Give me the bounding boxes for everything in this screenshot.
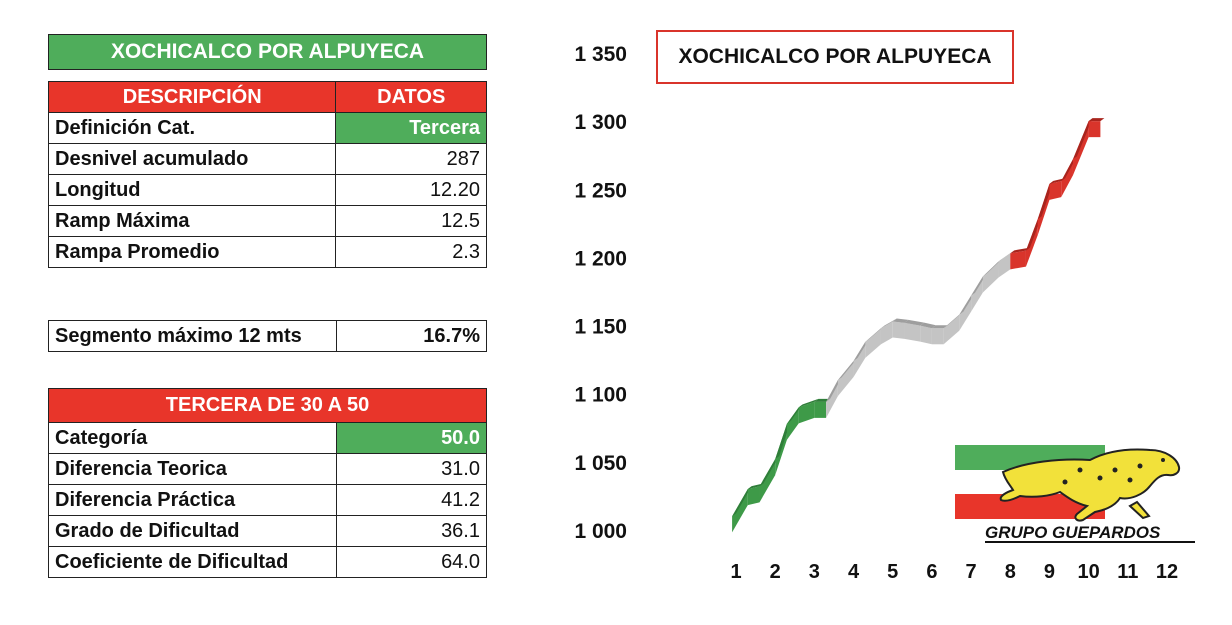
profile-segment	[837, 361, 854, 397]
profile-segment	[904, 322, 921, 342]
row-label: Desnivel acumulado	[47, 143, 337, 175]
y-tick-label: 1 150	[574, 316, 627, 339]
grupo-guepardos-logo: GRUPO GUEPARDOS	[955, 445, 1195, 543]
profile-segment-top	[732, 486, 752, 517]
y-tick-label: 1 350	[574, 43, 627, 66]
x-tick-label: 7	[966, 561, 977, 583]
x-tick-label: 3	[809, 561, 820, 583]
profile-segment	[747, 486, 760, 506]
x-tick-label: 10	[1078, 561, 1100, 583]
x-tick-label: 4	[848, 561, 860, 583]
x-tick-label: 1	[730, 561, 741, 583]
segment-table: Segmento máximo 12 mts 16.7%	[48, 320, 488, 352]
profile-segment-top	[982, 258, 1003, 277]
profile-segment	[943, 314, 960, 345]
row-value: 12.5	[335, 205, 487, 237]
row-value: 64.0	[335, 546, 488, 578]
profile-segment-top	[1049, 178, 1066, 184]
profile-segment	[814, 401, 827, 418]
profile-segment	[732, 489, 748, 533]
profile-segment	[931, 328, 944, 345]
profile-segment-top	[904, 319, 925, 326]
segment-value: 16.7%	[335, 320, 488, 352]
profile-segment-top	[798, 398, 819, 408]
y-tick-label: 1 050	[574, 452, 627, 475]
profile-segment	[1010, 250, 1026, 270]
x-axis: 1 2 3 4 5 6 7 8 9 10 11 12	[730, 561, 1178, 583]
plot-area	[732, 118, 1105, 533]
profile-segment-top	[814, 398, 831, 402]
y-tick-label: 1 250	[574, 179, 627, 202]
row-value: Tercera	[335, 112, 487, 144]
profile-segment	[959, 295, 972, 331]
profile-segment	[798, 401, 815, 424]
profile-segment	[920, 325, 932, 345]
row-value: 50.0	[335, 422, 488, 454]
y-tick-label: 1 000	[574, 520, 627, 543]
segment-label: Segmento máximo 12 mts	[48, 320, 337, 352]
x-tick-label: 11	[1117, 561, 1138, 583]
profile-segment	[998, 253, 1011, 278]
profile-segment-top	[1088, 118, 1105, 122]
datos-header: DATOS	[335, 81, 487, 113]
summary-table: DESCRIPCIÓN DATOS Definición Cat. Tercer…	[47, 81, 487, 268]
row-label: Categoría	[48, 422, 337, 454]
profile-segment-top	[931, 325, 948, 329]
y-axis: 1 000 1 050 1 100 1 150 1 200 1 250 1 300 1 350	[574, 43, 627, 543]
row-label: Definición Cat.	[47, 112, 337, 144]
page-title: XOCHICALCO POR ALPUYECA	[48, 34, 487, 70]
profile-segment-top	[943, 311, 964, 329]
chart-title: XOCHICALCO POR ALPUYECA	[656, 30, 1014, 84]
profile-segment	[759, 459, 776, 503]
row-value: 287	[335, 143, 487, 175]
profile-segment-top	[892, 318, 909, 323]
category-header: TERCERA DE 30 A 50	[48, 388, 487, 423]
profile-segment-top	[998, 250, 1015, 262]
title-table: XOCHICALCO POR ALPUYECA	[48, 34, 487, 70]
elevation-chart: 1 000 1 050 1 100 1 150 1 200 1 250 1 300 1 350…	[574, 43, 1178, 583]
row-value: 2.3	[335, 236, 487, 268]
row-label: Diferencia Teorica	[48, 453, 337, 485]
profile-segment-top	[1072, 118, 1093, 160]
x-tick-label: 9	[1044, 561, 1055, 583]
row-label: Rampa Promedio	[47, 236, 337, 268]
profile-segment	[865, 328, 881, 358]
profile-segment	[880, 321, 893, 345]
profile-segment	[982, 261, 999, 293]
profile-segment	[892, 321, 905, 339]
desc-header: DESCRIPCIÓN	[47, 81, 337, 113]
x-tick-label: 2	[770, 561, 781, 583]
x-tick-label: 5	[887, 561, 898, 583]
row-label: Coeficiente de Dificultad	[48, 546, 337, 578]
y-tick-label: 1 300	[574, 111, 627, 134]
row-label: Longitud	[47, 174, 337, 206]
profile-segment-top	[1010, 247, 1030, 254]
row-label: Ramp Máxima	[47, 205, 337, 237]
category-table: TERCERA DE 30 A 50 Categoría 50.0 Difere…	[48, 388, 488, 578]
row-value: 31.0	[335, 453, 488, 485]
profile-segment-top	[865, 325, 885, 342]
cheetah-icon	[999, 448, 1181, 522]
row-label: Grado de Dificultad	[48, 515, 337, 547]
profile-segment	[786, 407, 799, 440]
profile-segment-top	[759, 456, 780, 487]
row-value: 12.20	[335, 174, 487, 206]
y-tick-label: 1 200	[574, 247, 627, 270]
x-tick-label: 12	[1156, 561, 1178, 583]
profile-segment	[1049, 181, 1062, 200]
row-value: 36.1	[335, 515, 488, 547]
profile-segment	[853, 341, 866, 378]
x-tick-label: 8	[1005, 561, 1016, 583]
profile-segment-top	[880, 318, 897, 329]
profile-segment	[971, 276, 983, 312]
profile-segment-top	[920, 322, 936, 329]
profile-segment-top	[747, 483, 764, 490]
row-label: Diferencia Práctica	[48, 484, 337, 516]
profile-segment	[1088, 121, 1101, 138]
row-value: 41.2	[335, 484, 488, 516]
profile-segment-top	[837, 358, 858, 381]
x-tick-label: 6	[926, 561, 937, 583]
y-tick-label: 1 100	[574, 384, 627, 407]
logo-text: GRUPO GUEPARDOS	[985, 523, 1161, 542]
